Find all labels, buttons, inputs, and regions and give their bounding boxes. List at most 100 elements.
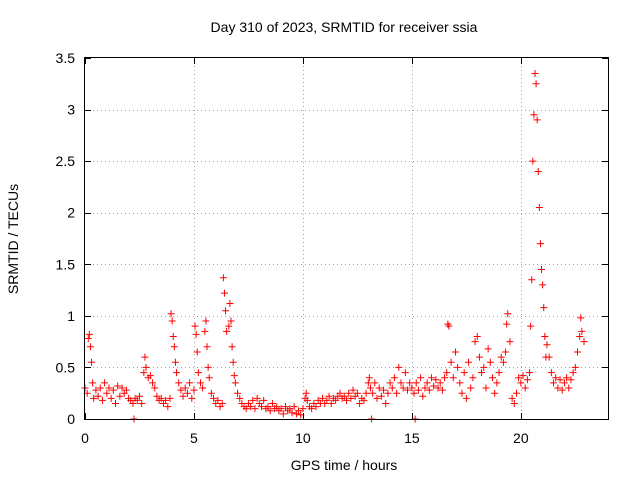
data-point: [247, 403, 255, 411]
data-point: [399, 384, 407, 392]
data-point: [571, 363, 579, 371]
data-point: [504, 310, 512, 318]
data-point: [101, 379, 109, 387]
data-point: [534, 167, 542, 175]
x-tick-label: 0: [81, 430, 89, 446]
data-point: [196, 379, 204, 387]
data-point: [480, 363, 488, 371]
data-point: [531, 69, 539, 77]
data-point: [436, 379, 444, 387]
data-point: [264, 403, 272, 411]
data-point: [401, 369, 409, 377]
data-point: [281, 403, 289, 411]
data-point: [230, 372, 238, 380]
data-point: [543, 341, 551, 349]
data-point: [153, 392, 161, 400]
data-point: [84, 335, 92, 343]
data-point: [129, 400, 137, 408]
data-point: [169, 332, 177, 340]
data-point: [268, 400, 276, 408]
data-point: [340, 392, 348, 400]
data-point: [277, 405, 285, 413]
data-point: [173, 369, 181, 377]
data-point: [107, 394, 115, 402]
data-point: [467, 384, 475, 392]
data-point: [362, 389, 370, 397]
data-point: [397, 379, 405, 387]
data-point: [384, 389, 392, 397]
data-point: [550, 379, 558, 387]
data-point: [203, 343, 211, 351]
data-point: [576, 332, 584, 340]
data-point: [432, 376, 440, 384]
data-point: [456, 379, 464, 387]
data-point: [458, 389, 466, 397]
data-point: [366, 384, 374, 392]
data-point: [412, 379, 420, 387]
data-point: [112, 400, 120, 408]
data-point: [538, 265, 546, 273]
data-point: [236, 394, 244, 402]
data-point: [85, 330, 93, 338]
data-point: [417, 374, 425, 382]
y-tick-label: 0.5: [56, 359, 76, 375]
data-point: [201, 327, 209, 335]
data-point: [388, 384, 396, 392]
data-point: [414, 386, 422, 394]
data-point: [242, 405, 250, 413]
data-point: [475, 353, 483, 361]
y-axis-label: SRMTID / TECUs: [5, 184, 21, 294]
data-point: [577, 314, 585, 322]
data-point: [210, 394, 218, 402]
data-point: [205, 374, 213, 382]
data-point: [343, 396, 350, 404]
data-point: [218, 400, 226, 408]
data-point: [226, 299, 234, 307]
data-point: [423, 379, 431, 387]
x-tick-label: 5: [190, 430, 198, 446]
y-tick-label: 1.5: [56, 256, 76, 272]
data-point: [251, 405, 259, 413]
data-point: [166, 394, 174, 402]
data-point: [231, 379, 239, 387]
x-tick-label: 15: [404, 430, 420, 446]
data-point: [438, 386, 446, 394]
data-point: [365, 374, 373, 382]
grid: [85, 58, 608, 419]
data-point: [369, 389, 377, 397]
data-point: [225, 322, 233, 330]
data-point: [234, 389, 242, 397]
data-point: [521, 384, 529, 392]
data-point: [179, 392, 187, 400]
data-point: [327, 400, 335, 408]
data-point: [532, 80, 540, 88]
data-point: [445, 322, 453, 330]
data-point: [462, 394, 470, 402]
data-point: [202, 317, 210, 325]
data-point: [556, 376, 564, 384]
data-point: [149, 379, 157, 387]
data-point: [393, 389, 401, 397]
x-tick-label: 20: [513, 430, 529, 446]
data-point: [473, 332, 481, 340]
data-point: [554, 384, 562, 392]
data-point: [308, 405, 316, 413]
data-point: [204, 363, 212, 371]
data-point: [408, 384, 416, 392]
data-point: [382, 400, 390, 408]
data-point: [360, 396, 368, 404]
data-point: [168, 317, 176, 325]
data-point: [540, 304, 548, 312]
data-point: [302, 389, 310, 397]
y-tick-label: 2: [67, 205, 75, 221]
data-point: [258, 403, 266, 411]
data-point: [299, 405, 307, 413]
data-point: [273, 403, 281, 411]
y-tick-label: 3: [67, 102, 75, 118]
data-point: [114, 382, 122, 390]
data-point: [253, 394, 261, 402]
data-point: [188, 394, 196, 402]
data-point: [183, 389, 191, 397]
data-point: [569, 369, 577, 377]
data-point: [319, 394, 327, 402]
